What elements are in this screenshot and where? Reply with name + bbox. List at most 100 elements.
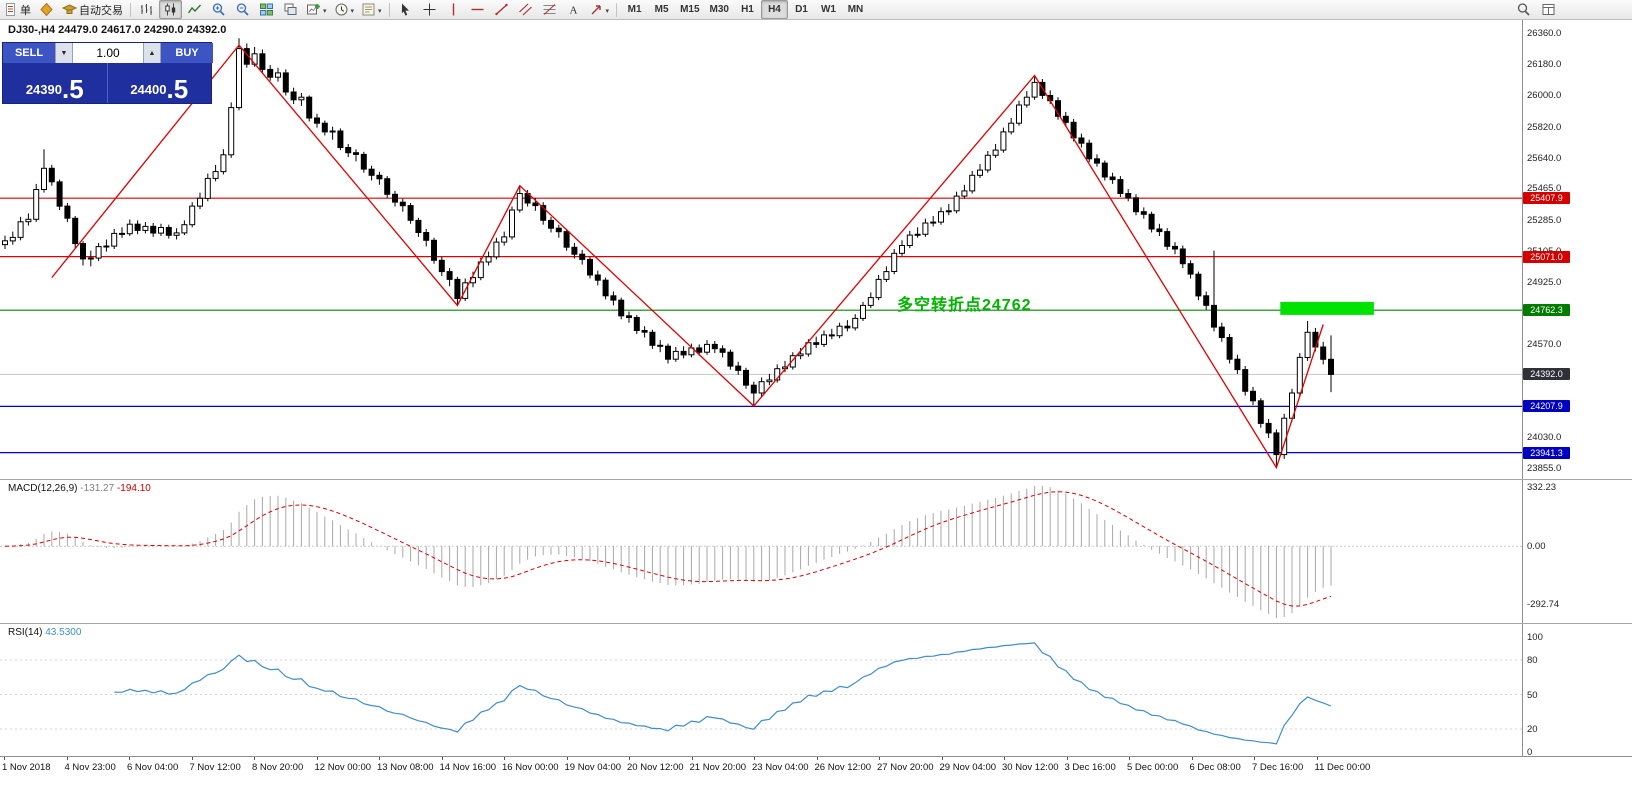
macd-value-signal: -194.10: [116, 483, 151, 494]
sell-price[interactable]: 24390.5: [3, 63, 107, 103]
sell-button[interactable]: SELL: [3, 43, 55, 63]
chart-annotation[interactable]: 多空转折点24762: [897, 297, 1032, 314]
time-tick: [941, 757, 943, 760]
market-watch-icon: [40, 2, 53, 17]
time-label: 3 Dec 16:00: [1064, 762, 1116, 773]
search-button[interactable]: [1512, 0, 1535, 19]
price-axis[interactable]: 26360.0 26180.0 26000.0 25820.0 25640.0 25465…: [1522, 20, 1632, 479]
price-tick: 25820.0: [1527, 121, 1562, 133]
price-badge-25071.0: 25071.0: [1523, 250, 1570, 263]
time-tick: [879, 757, 880, 760]
macd-pane[interactable]: MACD(12,26,9) -131.27 -194.10 332.23 0.00…: [0, 480, 1632, 623]
time-tick: [1254, 757, 1255, 760]
tf-button-M15[interactable]: M15: [680, 4, 700, 15]
time-tick: [4, 757, 5, 760]
horizontal-line-button[interactable]: [466, 0, 489, 19]
line-chart-icon: [187, 4, 202, 14]
buy-button[interactable]: BUY: [161, 43, 213, 63]
buy-price-small: 24400: [130, 82, 167, 97]
sell-price-big: .5: [61, 73, 84, 104]
arrows-button[interactable]: [586, 0, 613, 19]
time-label: 6 Nov 04:00: [127, 762, 179, 773]
market-watch-button[interactable]: [35, 0, 58, 19]
horizontal-line-icon: [471, 8, 484, 11]
tf-button-M1[interactable]: M1: [627, 4, 642, 15]
vertical-line-icon: [452, 3, 454, 16]
crosshair-button[interactable]: [418, 0, 441, 19]
time-label: 6 Dec 08:00: [1189, 762, 1241, 773]
macd-value-main: -131.27: [80, 483, 115, 494]
tf-button-MN[interactable]: MN: [847, 4, 864, 15]
time-label: 8 Nov 20:00: [252, 762, 304, 773]
time-tick: [129, 757, 130, 760]
bar-chart-icon: [141, 4, 152, 15]
bar-chart-button[interactable]: [135, 0, 158, 19]
time-label: 16 Nov 00:00: [502, 762, 559, 773]
price-tick: 25640.0: [1527, 152, 1562, 164]
buy-price[interactable]: 24400.5: [106, 63, 212, 103]
time-tick: [316, 757, 318, 760]
cascade-windows-button[interactable]: [279, 0, 302, 19]
rsi-name: RSI(14): [8, 627, 43, 638]
tf-button-D1[interactable]: D1: [795, 4, 808, 15]
zoom-in-button[interactable]: [207, 0, 230, 19]
fibonacci-button[interactable]: [538, 0, 561, 19]
tf-button-H1[interactable]: H1: [741, 4, 754, 15]
toolbar: 单 自动交易: [0, 0, 1632, 20]
time-label: 19 Nov 04:00: [564, 762, 622, 773]
time-label: 20 Nov 12:00: [627, 762, 684, 773]
price-tick: 25465.0: [1527, 183, 1562, 195]
time-axis-border: [0, 756, 1632, 757]
templates-button[interactable]: [358, 0, 385, 19]
new-chart-button[interactable]: [303, 0, 330, 19]
periods-button[interactable]: [331, 0, 358, 19]
volume-increase-button[interactable]: [143, 43, 161, 63]
rsi-scale-label: 0: [1527, 747, 1533, 758]
candlestick-chart-button[interactable]: [159, 0, 182, 19]
time-label: 5 Dec 00:00: [1127, 762, 1179, 773]
volume-decrease-button[interactable]: [55, 43, 73, 63]
time-label: 29 Nov 04:00: [939, 762, 997, 773]
arrows-icon: [591, 5, 601, 15]
tf-button-M30[interactable]: M30: [709, 4, 729, 15]
channel-button[interactable]: [514, 0, 537, 19]
rsi-scale-label: 80: [1527, 655, 1538, 666]
price-tick: 25285.0: [1527, 214, 1562, 226]
tf-button-M5[interactable]: M5: [654, 4, 669, 15]
price-tick: 24030.0: [1527, 432, 1562, 444]
time-tick: [379, 757, 380, 760]
macd-pane-separator[interactable]: [0, 479, 1632, 480]
cursor-button[interactable]: [394, 0, 417, 19]
new-order-button[interactable]: 单: [0, 0, 34, 19]
vertical-line-button[interactable]: [442, 0, 465, 19]
time-axis[interactable]: 1 Nov 2018 4 Nov 23:00 6 Nov 04:00 7 Nov 12…: [0, 757, 1632, 810]
new-chart-icon: [307, 4, 320, 15]
tf-button-H4[interactable]: H4: [760, 0, 788, 19]
highlight-bar[interactable]: [1280, 301, 1374, 315]
price-badge-24207.9: 24207.9: [1523, 400, 1570, 413]
price-badge-24762.3: 24762.3: [1523, 304, 1570, 317]
price-tick: 24925.0: [1527, 276, 1562, 288]
data-window-button[interactable]: [1537, 0, 1560, 19]
rsi-pane-separator[interactable]: [0, 623, 1632, 624]
main-chart-svg: [0, 38, 1522, 470]
volume-input[interactable]: [73, 43, 143, 63]
line-chart-button[interactable]: [183, 0, 206, 19]
rsi-value: 43.5300: [45, 627, 82, 638]
rsi-pane[interactable]: RSI(14) 43.5300 100 80 50 20 0: [0, 624, 1632, 758]
candlestick-chart-icon: [165, 3, 176, 16]
chart-area[interactable]: DJ30-,H4 24479.0 24617.0 24290.0 24392.0…: [0, 20, 1632, 479]
tile-windows-button[interactable]: [255, 0, 278, 19]
zigzag-trendline[interactable]: [51, 44, 1324, 470]
macd-histogram: [12, 486, 1332, 618]
tf-button-W1[interactable]: W1: [820, 4, 836, 15]
time-tick: [629, 757, 630, 760]
autotrading-button[interactable]: 自动交易: [59, 0, 126, 19]
zoom-out-button[interactable]: [231, 0, 254, 19]
text-button[interactable]: A: [562, 0, 585, 19]
rsi-label: RSI(14) 43.5300: [8, 627, 81, 638]
rsi-scale-label: 100: [1527, 632, 1543, 643]
trendline-button[interactable]: [490, 0, 513, 19]
axis-border: [1522, 20, 1523, 756]
zoom-out-icon: [236, 3, 249, 16]
